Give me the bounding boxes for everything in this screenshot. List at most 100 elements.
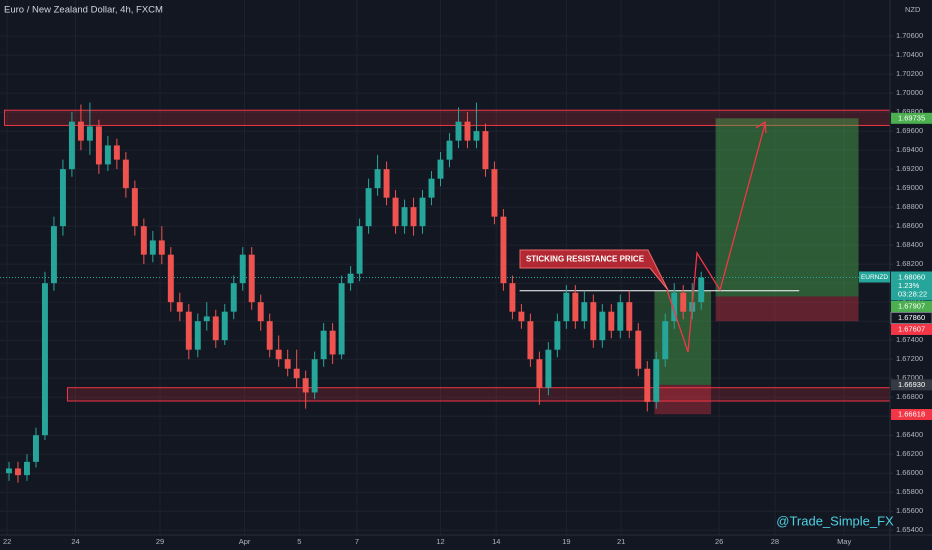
candle-body	[140, 226, 147, 255]
y-tick-label: 1.67200	[896, 354, 923, 363]
price-tag	[890, 311, 932, 324]
candle-body	[41, 283, 48, 436]
candle-body	[653, 359, 660, 402]
stop-zone	[715, 296, 859, 322]
current-price: 1.68060	[898, 272, 925, 281]
price-tag-label: 1.67860	[898, 313, 925, 322]
candle-body	[59, 169, 66, 227]
candle-body	[419, 197, 426, 227]
candle-body	[428, 178, 435, 198]
price-change: 1.23%	[898, 281, 920, 290]
x-tick-label: 5	[297, 537, 301, 546]
candle-body	[545, 349, 552, 388]
candle-body	[509, 283, 516, 312]
candle-body	[572, 292, 579, 322]
candle-body	[176, 302, 183, 312]
chart-title: Euro / New Zealand Dollar, 4h, FXCM	[4, 5, 163, 16]
candle-body	[95, 126, 102, 165]
candle-body	[635, 330, 642, 369]
watermark: @Trade_Simple_FX	[776, 513, 894, 528]
candle-body	[554, 321, 561, 350]
price-tag	[891, 300, 932, 312]
candle-body	[518, 311, 525, 322]
x-tick-label: 21	[617, 537, 625, 546]
price-tag	[891, 112, 932, 124]
candle-body	[293, 368, 300, 379]
candle-body	[383, 169, 390, 198]
candle-body	[230, 283, 237, 312]
candle-body	[15, 468, 21, 476]
y-tick-label: 1.70000	[896, 88, 923, 97]
candle-body	[212, 316, 219, 341]
candle-body	[590, 302, 597, 341]
currency: NZD	[905, 5, 921, 14]
y-tick-label: 1.69800	[896, 107, 923, 116]
x-tick-label: 22	[3, 537, 11, 546]
x-tick-label: 29	[156, 537, 164, 546]
y-tick-label: 1.66800	[896, 392, 923, 401]
candle-body	[464, 121, 471, 141]
candle-body	[608, 311, 615, 331]
candle-body	[644, 368, 651, 402]
candle-body	[455, 121, 462, 141]
stop-zone	[654, 384, 712, 415]
zone	[66, 387, 891, 402]
candle-body	[24, 461, 30, 476]
candle-body	[194, 321, 201, 350]
y-tick-label: 1.69600	[896, 126, 923, 135]
candle-body	[473, 131, 480, 141]
candle-body	[365, 188, 372, 227]
symbol-label: EURNZD	[861, 274, 888, 281]
x-tick-label: Apr	[239, 537, 251, 546]
countdown: 03:28:22	[898, 289, 927, 298]
candles	[6, 102, 705, 483]
y-tick-label: 1.65600	[896, 506, 923, 515]
candle-body	[77, 121, 84, 141]
candle-body	[6, 468, 12, 474]
annotation-text: STICKING RESISTANCE PRICE	[526, 255, 645, 264]
y-tick-label: 1.68600	[896, 221, 923, 230]
y-tick-label: 1.68200	[896, 259, 923, 268]
price-tag-label: 1.67907	[898, 301, 925, 310]
projection-path	[666, 123, 766, 353]
x-tick-label: 26	[715, 537, 723, 546]
candle-body	[410, 207, 417, 227]
candle-body	[500, 216, 507, 284]
projection-arrow	[666, 120, 767, 353]
price-tag	[891, 409, 932, 421]
x-tick-label: 14	[492, 537, 500, 546]
x-tick-label: May	[837, 537, 851, 546]
symbol-tag	[859, 271, 890, 283]
candle-body	[68, 121, 75, 170]
price-tag	[891, 379, 932, 391]
candle-body	[626, 302, 633, 331]
y-tick-label: 1.68800	[896, 202, 923, 211]
price-tag-label: 1.67607	[898, 324, 925, 333]
x-tick-label: 7	[355, 537, 359, 546]
candle-body	[599, 311, 606, 341]
y-tick-label: 1.66400	[896, 430, 923, 439]
candle-body	[536, 359, 543, 388]
candle-body	[113, 145, 120, 160]
candle-body	[356, 226, 363, 274]
candle-body	[581, 302, 588, 322]
y-tick-label: 1.70400	[896, 50, 923, 59]
y-tick-label: 1.65800	[896, 487, 923, 496]
candle-body	[131, 188, 138, 227]
candle-body	[239, 254, 246, 284]
candle-body	[284, 359, 291, 369]
annotation-callout	[519, 249, 669, 291]
candle-body	[482, 131, 489, 170]
candle-body	[311, 359, 318, 393]
y-tick-label: 1.66000	[896, 468, 923, 477]
y-tick-label: 1.67000	[896, 373, 923, 382]
x-tick-label: 24	[71, 537, 79, 546]
candle-body	[437, 159, 444, 179]
price-tag-label: 1.66930	[898, 380, 925, 389]
y-tick-label: 1.67400	[896, 335, 923, 344]
candle-body	[266, 321, 273, 350]
current-price-tag	[891, 271, 932, 301]
candle-body	[167, 254, 174, 303]
y-tick-label: 1.69200	[896, 164, 923, 173]
